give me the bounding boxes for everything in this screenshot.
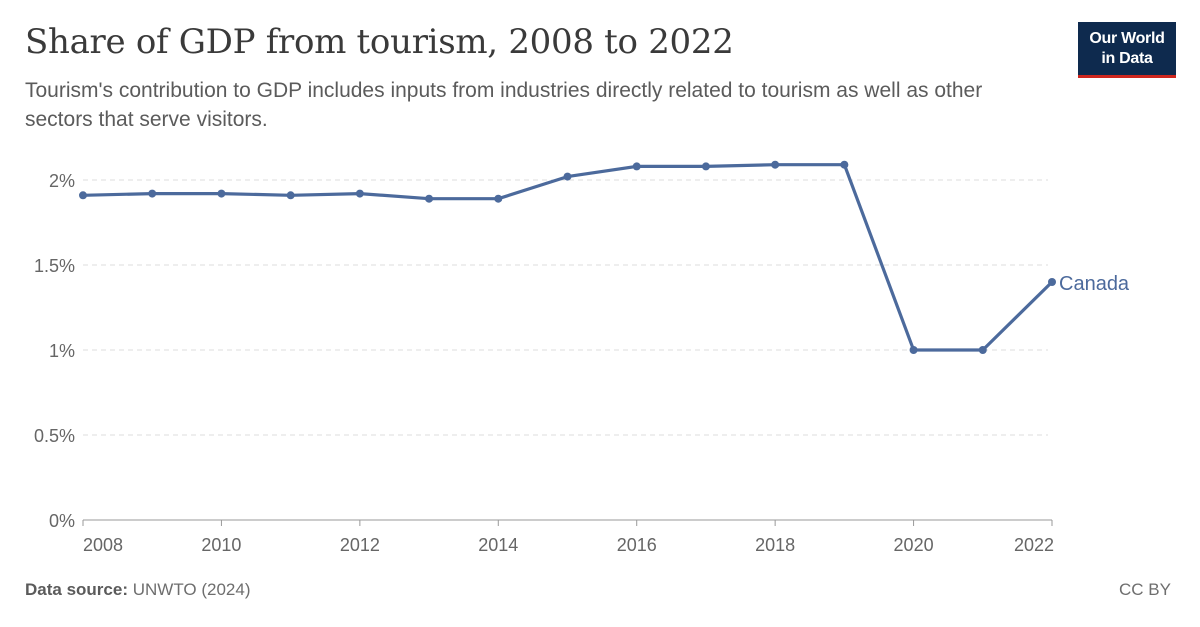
data-point	[909, 346, 918, 354]
series-layer	[79, 160, 1056, 354]
data-point	[217, 189, 226, 198]
data-point	[563, 172, 572, 181]
data-point	[148, 189, 157, 198]
y-tick-label: 0%	[49, 511, 75, 531]
data-point	[79, 191, 87, 200]
logo-line-1: Our World	[1089, 30, 1165, 47]
x-tick-label: 2014	[478, 535, 518, 555]
x-tick-label: 2012	[340, 535, 380, 555]
data-point	[978, 346, 987, 354]
y-tick-label: 0.5%	[34, 426, 75, 446]
x-tick-label: 2020	[894, 535, 934, 555]
data-point	[1048, 278, 1056, 286]
y-tick-label: 1%	[49, 341, 75, 361]
series-line-canada	[81, 163, 1054, 352]
license-text[interactable]: CC BY	[1119, 580, 1171, 599]
x-tick-label: 2008	[83, 535, 123, 555]
data-point	[840, 160, 849, 169]
label-layer: Canada	[1059, 273, 1130, 295]
x-tick-label: 2016	[617, 535, 657, 555]
x-tick-label: 2022	[1014, 535, 1054, 555]
chart-subtitle: Tourism's contribution to GDP includes i…	[25, 79, 983, 131]
data-point	[701, 162, 710, 171]
data-point	[494, 194, 503, 203]
data-point	[632, 162, 641, 171]
data-source-value: UNWTO (2024)	[132, 580, 251, 599]
x-tick-label: 2010	[201, 535, 241, 555]
data-source-label: Data source:	[25, 580, 128, 599]
data-point	[771, 160, 780, 169]
y-tick-label: 2%	[49, 171, 75, 191]
data-source: Data source: UNWTO (2024)	[25, 580, 250, 600]
data-point	[355, 189, 364, 198]
axis-layer: 0% 0.5% 1% 1.5% 2% 2008 2010 2012 2014 2016 2018 20…	[34, 171, 1054, 555]
grid-layer	[83, 179, 1048, 436]
series-label: Canada	[1059, 273, 1130, 295]
x-tick-label: 2018	[755, 535, 795, 555]
owid-logo[interactable]: Our World in Data	[1078, 22, 1176, 78]
logo-line-2: in Data	[1101, 50, 1153, 67]
chart-title: Share of GDP from tourism, 2008 to 2022	[25, 22, 734, 62]
data-point	[425, 194, 434, 203]
data-point	[286, 191, 295, 200]
y-tick-label: 1.5%	[34, 256, 75, 276]
